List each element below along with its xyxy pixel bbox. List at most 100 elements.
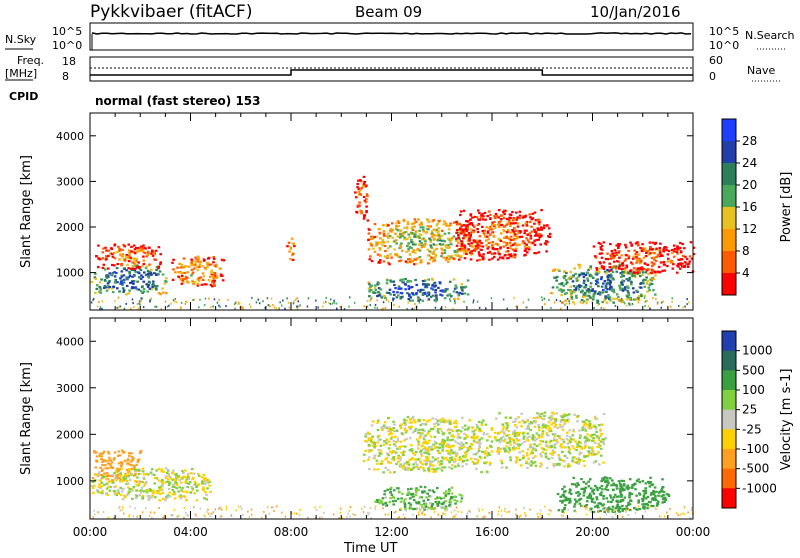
scatter-cell	[442, 512, 444, 515]
scatter-cell	[114, 300, 116, 303]
data-cell	[127, 256, 131, 259]
data-cell	[466, 449, 470, 452]
data-cell	[534, 252, 538, 255]
data-cell	[115, 493, 119, 497]
data-cell	[442, 492, 446, 495]
data-cell	[506, 243, 509, 246]
data-cell	[591, 289, 594, 293]
data-cell	[137, 473, 141, 476]
data-cell	[521, 216, 525, 219]
data-cell	[145, 255, 149, 258]
data-cell	[662, 263, 666, 266]
data-cell	[603, 479, 606, 482]
data-cell	[506, 424, 509, 427]
data-cell	[146, 272, 150, 276]
data-cell	[637, 243, 640, 246]
data-cell	[110, 247, 113, 251]
data-cell	[111, 291, 115, 294]
data-cell	[125, 269, 128, 272]
data-cell	[615, 297, 618, 300]
data-cell	[526, 247, 530, 250]
data-cell	[545, 466, 549, 469]
data-cell	[125, 494, 129, 497]
data-cell	[486, 251, 490, 254]
data-cell	[466, 228, 469, 231]
data-cell	[436, 446, 440, 449]
data-cell	[156, 492, 159, 495]
data-cell	[624, 258, 628, 261]
data-cell	[515, 229, 518, 232]
data-cell	[595, 452, 599, 456]
data-cell	[461, 426, 464, 429]
data-cell	[600, 454, 603, 457]
data-cell	[165, 471, 169, 475]
data-cell	[618, 267, 621, 270]
data-cell	[481, 218, 485, 221]
data-cell	[92, 480, 95, 484]
data-cell	[399, 440, 403, 443]
data-cell	[405, 468, 409, 471]
data-cell	[358, 201, 361, 204]
scatter-cell	[314, 506, 316, 509]
scatter-cell	[629, 298, 631, 301]
data-cell	[134, 270, 138, 274]
data-cell	[126, 459, 129, 462]
data-cell	[455, 239, 458, 242]
data-cell	[611, 266, 614, 269]
data-cell	[493, 215, 496, 218]
data-cell	[675, 250, 678, 253]
data-cell	[598, 493, 602, 496]
scatter-cell	[321, 516, 323, 519]
scatter-cell	[637, 301, 639, 304]
data-cell	[133, 267, 137, 270]
data-cell	[149, 273, 153, 276]
data-cell	[565, 438, 569, 441]
data-cell	[359, 189, 362, 192]
data-cell	[612, 288, 615, 291]
data-cell	[408, 497, 412, 500]
data-cell	[125, 256, 129, 260]
data-cell	[117, 245, 120, 248]
scatter-cell	[139, 302, 141, 305]
scatter-cell	[93, 509, 95, 512]
data-cell	[563, 460, 566, 463]
data-cell	[131, 497, 134, 500]
data-cell	[573, 498, 577, 501]
scatter-cell	[599, 517, 602, 519]
scatter-cell	[240, 505, 242, 508]
noise-tick-top-right: 10^5	[709, 25, 739, 38]
data-cell	[200, 476, 204, 479]
data-cell	[662, 261, 666, 264]
scatter-cell	[637, 505, 640, 508]
data-cell	[559, 495, 563, 498]
scatter-cell	[416, 508, 418, 511]
data-cell	[157, 246, 161, 249]
scatter-cell	[469, 510, 471, 513]
data-cell	[513, 429, 517, 432]
data-cell	[621, 279, 624, 282]
data-cell	[106, 462, 110, 465]
scatter-cell	[485, 307, 487, 310]
data-cell	[602, 494, 605, 498]
data-cell	[193, 480, 197, 483]
data-cell	[150, 288, 154, 291]
data-cell	[377, 448, 381, 452]
scatter-cell	[504, 507, 506, 510]
data-cell	[375, 235, 379, 238]
data-cell	[204, 482, 207, 486]
data-cell	[581, 295, 585, 298]
data-cell	[396, 487, 399, 490]
data-cell	[432, 233, 435, 236]
data-cell	[167, 469, 170, 472]
data-cell	[509, 456, 512, 459]
data-cell	[575, 458, 578, 461]
colorbar-tick-label: 25	[742, 403, 757, 417]
data-cell	[107, 459, 111, 462]
data-cell	[462, 445, 466, 449]
data-cell	[148, 270, 151, 274]
data-cell	[477, 447, 481, 450]
data-cell	[441, 433, 445, 436]
data-cell	[483, 229, 486, 232]
scatter-cell	[537, 515, 539, 518]
data-cell	[113, 485, 116, 489]
